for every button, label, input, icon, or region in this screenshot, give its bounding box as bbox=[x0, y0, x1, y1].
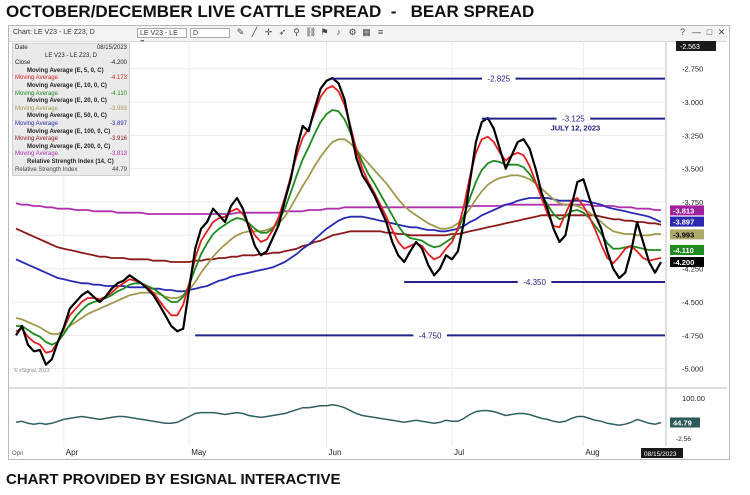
legend-series-value: -3.993 bbox=[109, 105, 127, 112]
maximize-icon[interactable]: □ bbox=[706, 27, 713, 37]
legend-symbol: LE V23 - LE Z23, D bbox=[44, 52, 98, 59]
x-end-label: 08/15/2023 bbox=[644, 451, 677, 458]
x-tick-label: Apr bbox=[66, 448, 79, 457]
top-value-label: -2.563 bbox=[680, 44, 700, 51]
rsi-tick-label: 100.00 bbox=[682, 394, 705, 403]
legend-series-label: Moving Average bbox=[15, 90, 58, 97]
hline-label: -4.750 bbox=[419, 331, 442, 340]
hline-label-bg bbox=[481, 73, 516, 83]
legend-series-name: Moving Average (E, 20, 0, C) bbox=[27, 98, 107, 105]
y-tick-label: -3.750 bbox=[682, 198, 703, 207]
series-line-price bbox=[15, 76, 662, 366]
legend-series-name: Moving Average (E, 100, 0, C) bbox=[27, 128, 111, 135]
close-icon[interactable]: ✕ bbox=[717, 27, 726, 37]
legend-series-label: Moving Average bbox=[15, 105, 58, 112]
x-start-label: Opn bbox=[12, 451, 23, 457]
chart-legend: Date 08/15/2023 LE V23 - LE Z23, D Close… bbox=[12, 43, 130, 177]
y-tick-label: -5.000 bbox=[682, 365, 703, 374]
legend-close-value: -4.200 bbox=[109, 60, 127, 67]
x-end-box bbox=[641, 448, 683, 458]
price-tag-box bbox=[670, 205, 704, 216]
price-tag-label: -4.200 bbox=[673, 258, 694, 267]
link-icon[interactable]: ⛓ bbox=[305, 27, 317, 37]
legend-series-value: -4.110 bbox=[110, 90, 127, 97]
settings-icon[interactable]: ⚙ bbox=[348, 27, 357, 37]
x-tick-label: Jul bbox=[454, 448, 464, 457]
y-tick-label: -3.000 bbox=[682, 98, 703, 107]
hline-label: -2.825 bbox=[487, 75, 510, 84]
zoom-icon[interactable]: ⚲ bbox=[293, 27, 300, 37]
interval-select[interactable]: D bbox=[190, 28, 230, 38]
cursor-icon[interactable]: ➶ bbox=[278, 27, 287, 37]
legend-rsi-name: Relative Strength Index (14, C) bbox=[27, 158, 114, 165]
legend-series-value: -3.916 bbox=[109, 136, 127, 143]
legend-rsi-value: 44.79 bbox=[111, 166, 127, 173]
watermark: © eSignal, 2023 bbox=[14, 367, 50, 374]
price-tag-label: -4.110 bbox=[673, 246, 694, 255]
help-icon[interactable]: ? bbox=[679, 27, 685, 37]
hline-label-bg bbox=[556, 113, 591, 123]
pencil-icon[interactable]: ✎ bbox=[236, 27, 245, 37]
y-tick-label: -3.250 bbox=[682, 131, 703, 140]
legend-series-value: -4.173 bbox=[109, 75, 127, 82]
legend-series-value: -3.813 bbox=[109, 151, 127, 158]
chart-toolbar: Chart: LE V23 - LE Z23, D LE V23 - LE Z.… bbox=[9, 26, 727, 47]
x-tick-label: May bbox=[191, 448, 206, 457]
series-line-ma10 bbox=[16, 109, 661, 346]
window-title: Chart: LE V23 - LE Z23, D bbox=[13, 29, 95, 36]
legend-series-name: Moving Average (E, 10, 0, C) bbox=[27, 82, 107, 89]
price-tag-box bbox=[670, 216, 704, 227]
y-tick-label: -4.500 bbox=[682, 298, 703, 307]
legend-date-label: Date bbox=[15, 45, 28, 51]
chart-footer: CHART PROVIDED BY ESIGNAL INTERACTIVE bbox=[6, 471, 341, 488]
hline-label: -3.125 bbox=[562, 115, 585, 124]
legend-series-value: -3.897 bbox=[109, 120, 127, 127]
rsi-value-label: 44.79 bbox=[673, 418, 692, 427]
top-value-box bbox=[676, 41, 716, 51]
price-tag-box bbox=[670, 229, 704, 240]
menu-icon[interactable]: ≡ bbox=[377, 27, 384, 37]
chart-title: OCTOBER/DECEMBER LIVE CATTLE SPREAD - BE… bbox=[6, 2, 535, 21]
price-tag-label: -3.813 bbox=[673, 206, 694, 215]
x-tick-label: Aug bbox=[585, 448, 599, 457]
legend-series-name: Moving Average (E, 50, 0, C) bbox=[27, 113, 107, 120]
price-tag-box bbox=[670, 245, 704, 255]
rsi-line bbox=[15, 404, 662, 426]
crosshair-icon[interactable]: ✛ bbox=[264, 27, 273, 37]
x-tick-label: Jun bbox=[329, 448, 342, 457]
price-tag-label: -3.897 bbox=[673, 218, 694, 227]
hline-label: -4.350 bbox=[523, 278, 546, 287]
rsi-bottom-label: -2.56 bbox=[676, 436, 691, 443]
hline-note: JULY 12, 2023 bbox=[551, 124, 601, 133]
legend-series-name: Moving Average (E, 5, 0, C) bbox=[27, 67, 104, 74]
minimize-icon[interactable]: — bbox=[692, 27, 701, 37]
y-tick-label: -2.750 bbox=[682, 65, 703, 74]
price-tag-box bbox=[670, 257, 704, 267]
rsi-value-box bbox=[670, 417, 700, 428]
y-tick-label: -3.500 bbox=[682, 165, 703, 174]
pin-icon[interactable]: ⚑ bbox=[320, 27, 329, 37]
legend-series-label: Moving Average bbox=[15, 75, 58, 82]
series-line-ma200 bbox=[15, 202, 661, 215]
hline-label-bg bbox=[413, 330, 447, 340]
legend-series-label: Moving Average bbox=[15, 120, 58, 127]
bell-icon[interactable]: ♪ bbox=[336, 27, 341, 37]
price-tag-label: -3.993 bbox=[673, 230, 694, 239]
legend-close-label: Close bbox=[15, 60, 31, 67]
legend-series-label: Moving Average bbox=[15, 151, 58, 158]
y-tick-label: -4.750 bbox=[682, 331, 703, 340]
y-tick-label: -4.250 bbox=[682, 265, 703, 274]
hline-label-bg bbox=[517, 277, 552, 286]
series-line-ma100 bbox=[15, 214, 662, 263]
legend-series-name: Moving Average (E, 200, 0, C) bbox=[27, 143, 111, 150]
legend-date-value: 08/15/2023 bbox=[96, 45, 127, 51]
legend-series-label: Moving Average bbox=[15, 136, 58, 143]
draw-line-icon[interactable]: ╱ bbox=[251, 27, 258, 37]
series-line-ma20 bbox=[15, 138, 661, 335]
legend-rsi-label: Relative Strength Index bbox=[15, 166, 78, 173]
grid-icon[interactable]: ▦ bbox=[362, 27, 371, 37]
